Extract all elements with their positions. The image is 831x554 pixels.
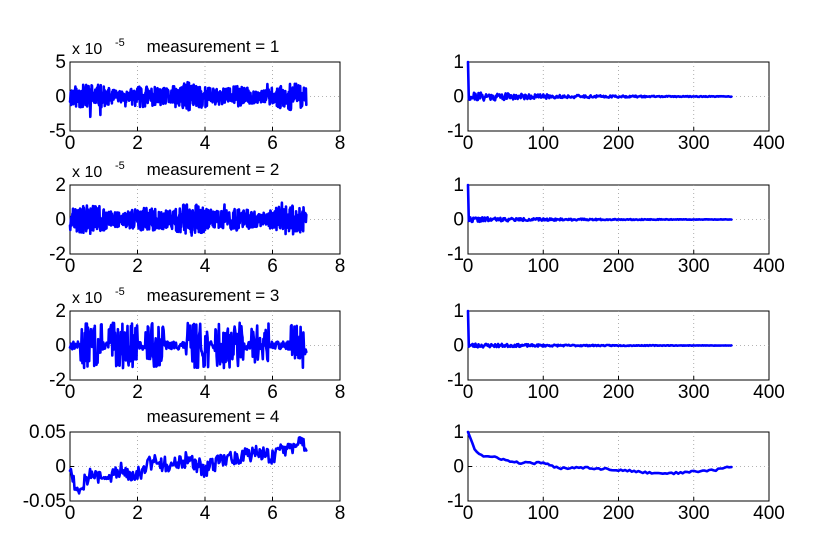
m1-autocorr-axes: 0 100 200 300 400-101 [447,52,785,154]
y-tick-label: 5 [55,52,66,73]
y-tick-label: -1 [447,491,464,512]
y-tick-label: 1 [453,52,464,73]
x-tick-label: 100 [527,503,559,524]
axis-multiplier-exponent: -5 [115,286,125,298]
y-tick-label: 0 [453,336,464,357]
y-tick-label: -2 [49,244,66,265]
y-tick-label: 1 [453,175,464,196]
y-tick-label: -1 [447,244,464,265]
subplot-title: measurement = 3 [147,286,280,305]
x-tick-label: 4 [200,133,211,154]
series-line [466,183,733,224]
x-tick-label: 400 [753,503,785,524]
x-tick-label: 200 [603,133,635,154]
y-tick-label: -5 [49,121,66,142]
y-tick-label: 1 [453,422,464,443]
y-tick-label: -2 [49,370,66,391]
x-tick-label: 400 [753,133,785,154]
series-line [466,309,733,349]
m4-autocorr-axes: 0 100 200 300 400-101 [447,422,785,524]
x-tick-label: 300 [678,133,710,154]
series-line [466,60,733,102]
x-tick-label: 8 [335,133,346,154]
series-line [68,80,308,119]
x-tick-label: 300 [678,256,710,277]
y-tick-label: 0 [453,457,464,478]
series-line [68,201,308,237]
axis-multiplier: x 10 [72,41,102,58]
x-tick-label: 6 [267,382,278,403]
x-tick-label: 100 [527,256,559,277]
y-tick-label: -1 [447,121,464,142]
x-tick-label: 0 [65,133,76,154]
y-tick-label: 0.05 [29,422,66,443]
x-tick-label: 2 [132,503,143,524]
y-tick-label: -1 [447,370,464,391]
plot-frame [467,431,770,502]
axis-multiplier: x 10 [72,290,102,307]
y-tick-label: 0 [453,210,464,231]
series-line [466,430,733,476]
x-tick-label: 0 [65,503,76,524]
x-tick-label: 200 [603,382,635,403]
series-line [68,436,308,495]
y-tick-label: 1 [453,301,464,322]
x-tick-label: 400 [753,382,785,403]
x-tick-label: 6 [267,133,278,154]
x-tick-label: 300 [678,382,710,403]
y-tick-label: 2 [55,301,66,322]
axis-multiplier-exponent: -5 [115,37,125,49]
x-tick-label: 0 [65,256,76,277]
x-tick-label: 2 [132,256,143,277]
subplot-title: measurement = 4 [147,407,280,426]
x-tick-label: 2 [132,133,143,154]
x-tick-label: 0 [65,382,76,403]
y-tick-label: 0 [55,87,66,108]
subplot-title: measurement = 1 [147,37,280,56]
axis-multiplier-exponent: -5 [115,160,125,172]
y-tick-label: 2 [55,175,66,196]
series-line [68,321,308,370]
m3-autocorr-axes: 0 100 200 300 400-101 [447,301,785,403]
y-tick-label: -0.05 [23,491,66,512]
x-tick-label: 100 [527,382,559,403]
x-tick-label: 400 [753,256,785,277]
x-tick-label: 300 [678,503,710,524]
x-tick-label: 8 [335,503,346,524]
x-tick-label: 4 [200,503,211,524]
x-tick-label: 0 [463,256,474,277]
x-tick-label: 0 [463,382,474,403]
x-tick-label: 6 [267,256,278,277]
x-tick-label: 4 [200,382,211,403]
x-tick-label: 0 [463,503,474,524]
subplot-title: measurement = 2 [147,160,280,179]
x-tick-label: 200 [603,256,635,277]
x-tick-label: 8 [335,256,346,277]
x-tick-label: 200 [603,503,635,524]
y-tick-label: 0 [55,210,66,231]
y-tick-label: 0 [453,87,464,108]
y-tick-label: 0 [55,457,66,478]
x-tick-label: 8 [335,382,346,403]
x-tick-label: 4 [200,256,211,277]
axis-multiplier: x 10 [72,164,102,181]
x-tick-label: 6 [267,503,278,524]
y-tick-label: 0 [55,336,66,357]
x-tick-label: 100 [527,133,559,154]
x-tick-label: 2 [132,382,143,403]
x-tick-label: 0 [463,133,474,154]
m2-autocorr-axes: 0 100 200 300 400-101 [447,175,785,277]
